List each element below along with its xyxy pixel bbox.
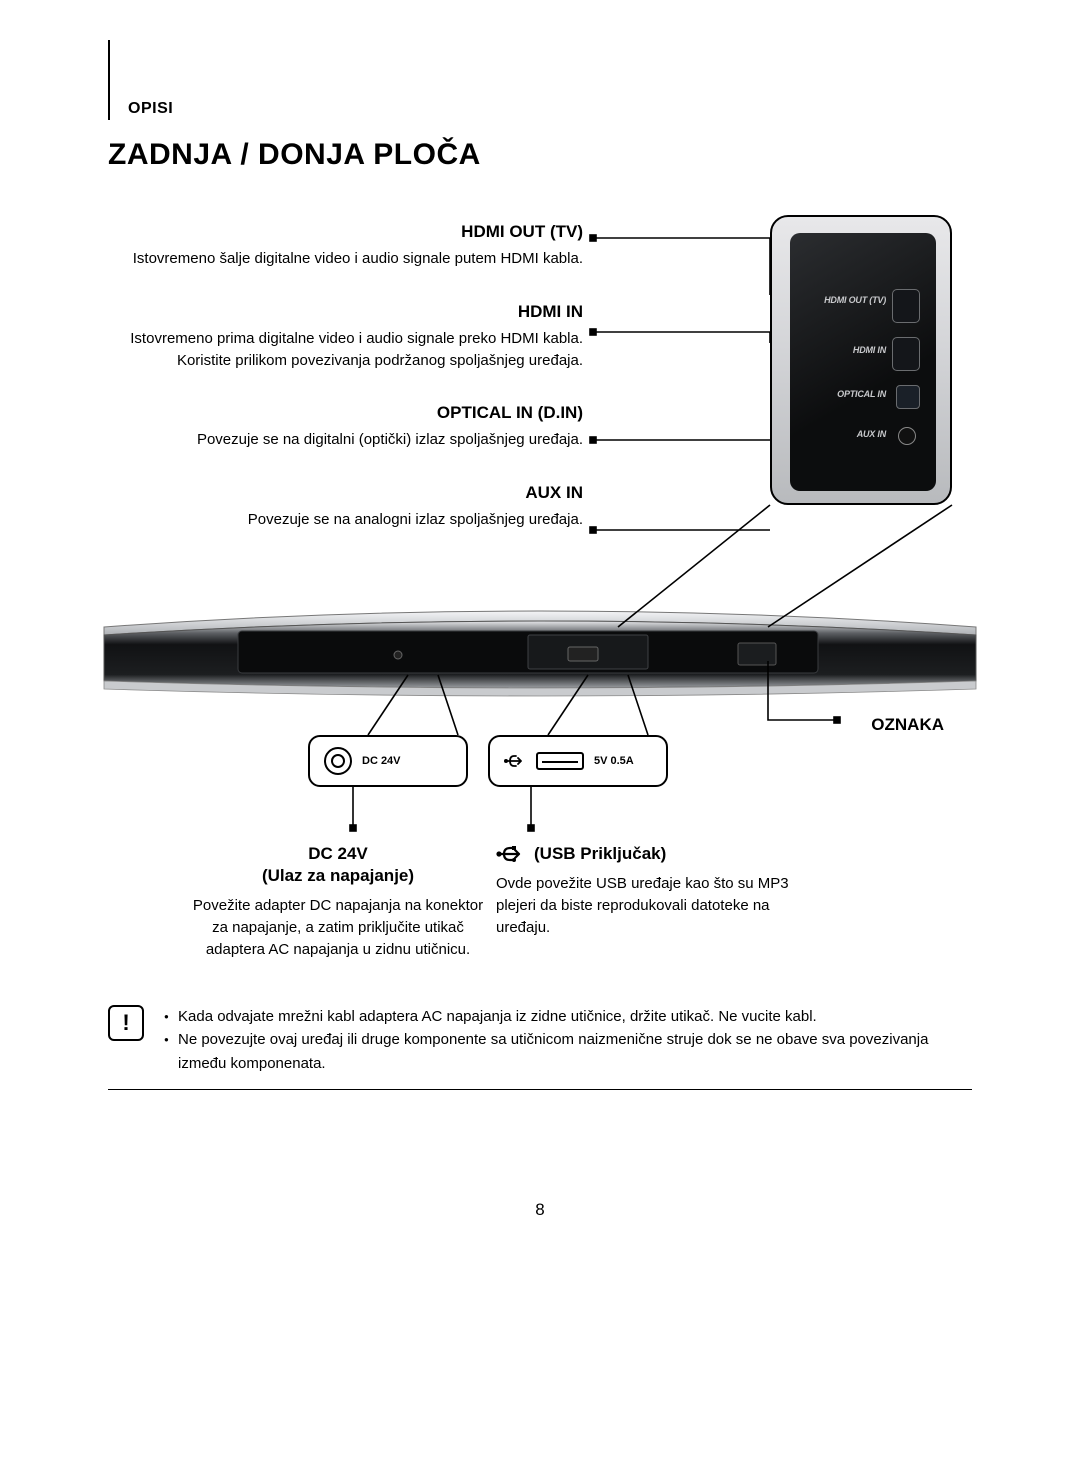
zoom-label-aux: AUX IN [857,429,886,439]
detail-dc-label: DC 24V [362,755,401,767]
zoom-inner: HDMI OUT (TV) HDMI IN OPTICAL IN AUX IN [790,233,936,491]
caution-icon: ! [108,1005,144,1041]
dc-jack-icon [324,747,352,775]
usb-desc: Ovde povežite USB uređaje kao što su MP3… [496,873,816,938]
zoom-port-aux [898,427,916,445]
usb-title: (USB Priključak) [496,843,816,865]
usb-trident-icon [504,753,526,769]
dc24v-title-l1: DC 24V [308,844,368,863]
caution-item: Ne povezujte ovaj uređaj ili druge kompo… [164,1028,972,1075]
dc24v-desc: Povežite adapter DC napajanja na konekto… [188,895,488,960]
page-number: 8 [0,1200,1080,1220]
zoom-label-optical: OPTICAL IN [837,389,886,399]
page-content: OPISI ZADNJA / DONJA PLOČA HDMI OUT (TV)… [108,40,972,531]
usb-title-text: (USB Priključak) [534,843,666,865]
diagram: HDMI OUT (TV) HDMI IN OPTICAL IN AUX IN [108,215,972,835]
detail-dc-box: DC 24V [308,735,468,787]
zoom-label-hdmi-in: HDMI IN [853,345,886,355]
zoom-port-hdmi-in [892,337,920,371]
dc24v-column: DC 24V (Ulaz za napajanje) Povežite adap… [188,843,488,960]
zoom-label-hdmi-out: HDMI OUT (TV) [824,295,886,305]
usb-column: (USB Priključak) Ovde povežite USB uređa… [496,843,816,938]
usb-icon [496,844,526,864]
dc24v-title-l2: (Ulaz za napajanje) [262,866,414,885]
zoom-port-hdmi-out [892,289,920,323]
soundbar-svg [98,595,982,705]
caution-list: Kada odvajate mrežni kabl adaptera AC na… [164,1005,972,1075]
soundbar-illustration [98,595,982,705]
zoom-detail: HDMI OUT (TV) HDMI IN OPTICAL IN AUX IN [770,215,952,505]
oznaka-label: OZNAKA [871,715,944,735]
caution-block: ! Kada odvajate mrežni kabl adaptera AC … [108,1005,972,1090]
section-label: OPISI [128,100,972,118]
detail-usb-label: 5V 0.5A [594,755,634,767]
usb-slot-icon [536,752,584,770]
dc24v-title: DC 24V (Ulaz za napajanje) [188,843,488,887]
main-title: ZADNJA / DONJA PLOČA [108,138,972,172]
caution-item: Kada odvajate mrežni kabl adaptera AC na… [164,1005,972,1028]
zoom-port-optical [896,385,920,409]
detail-usb-box: 5V 0.5A [488,735,668,787]
